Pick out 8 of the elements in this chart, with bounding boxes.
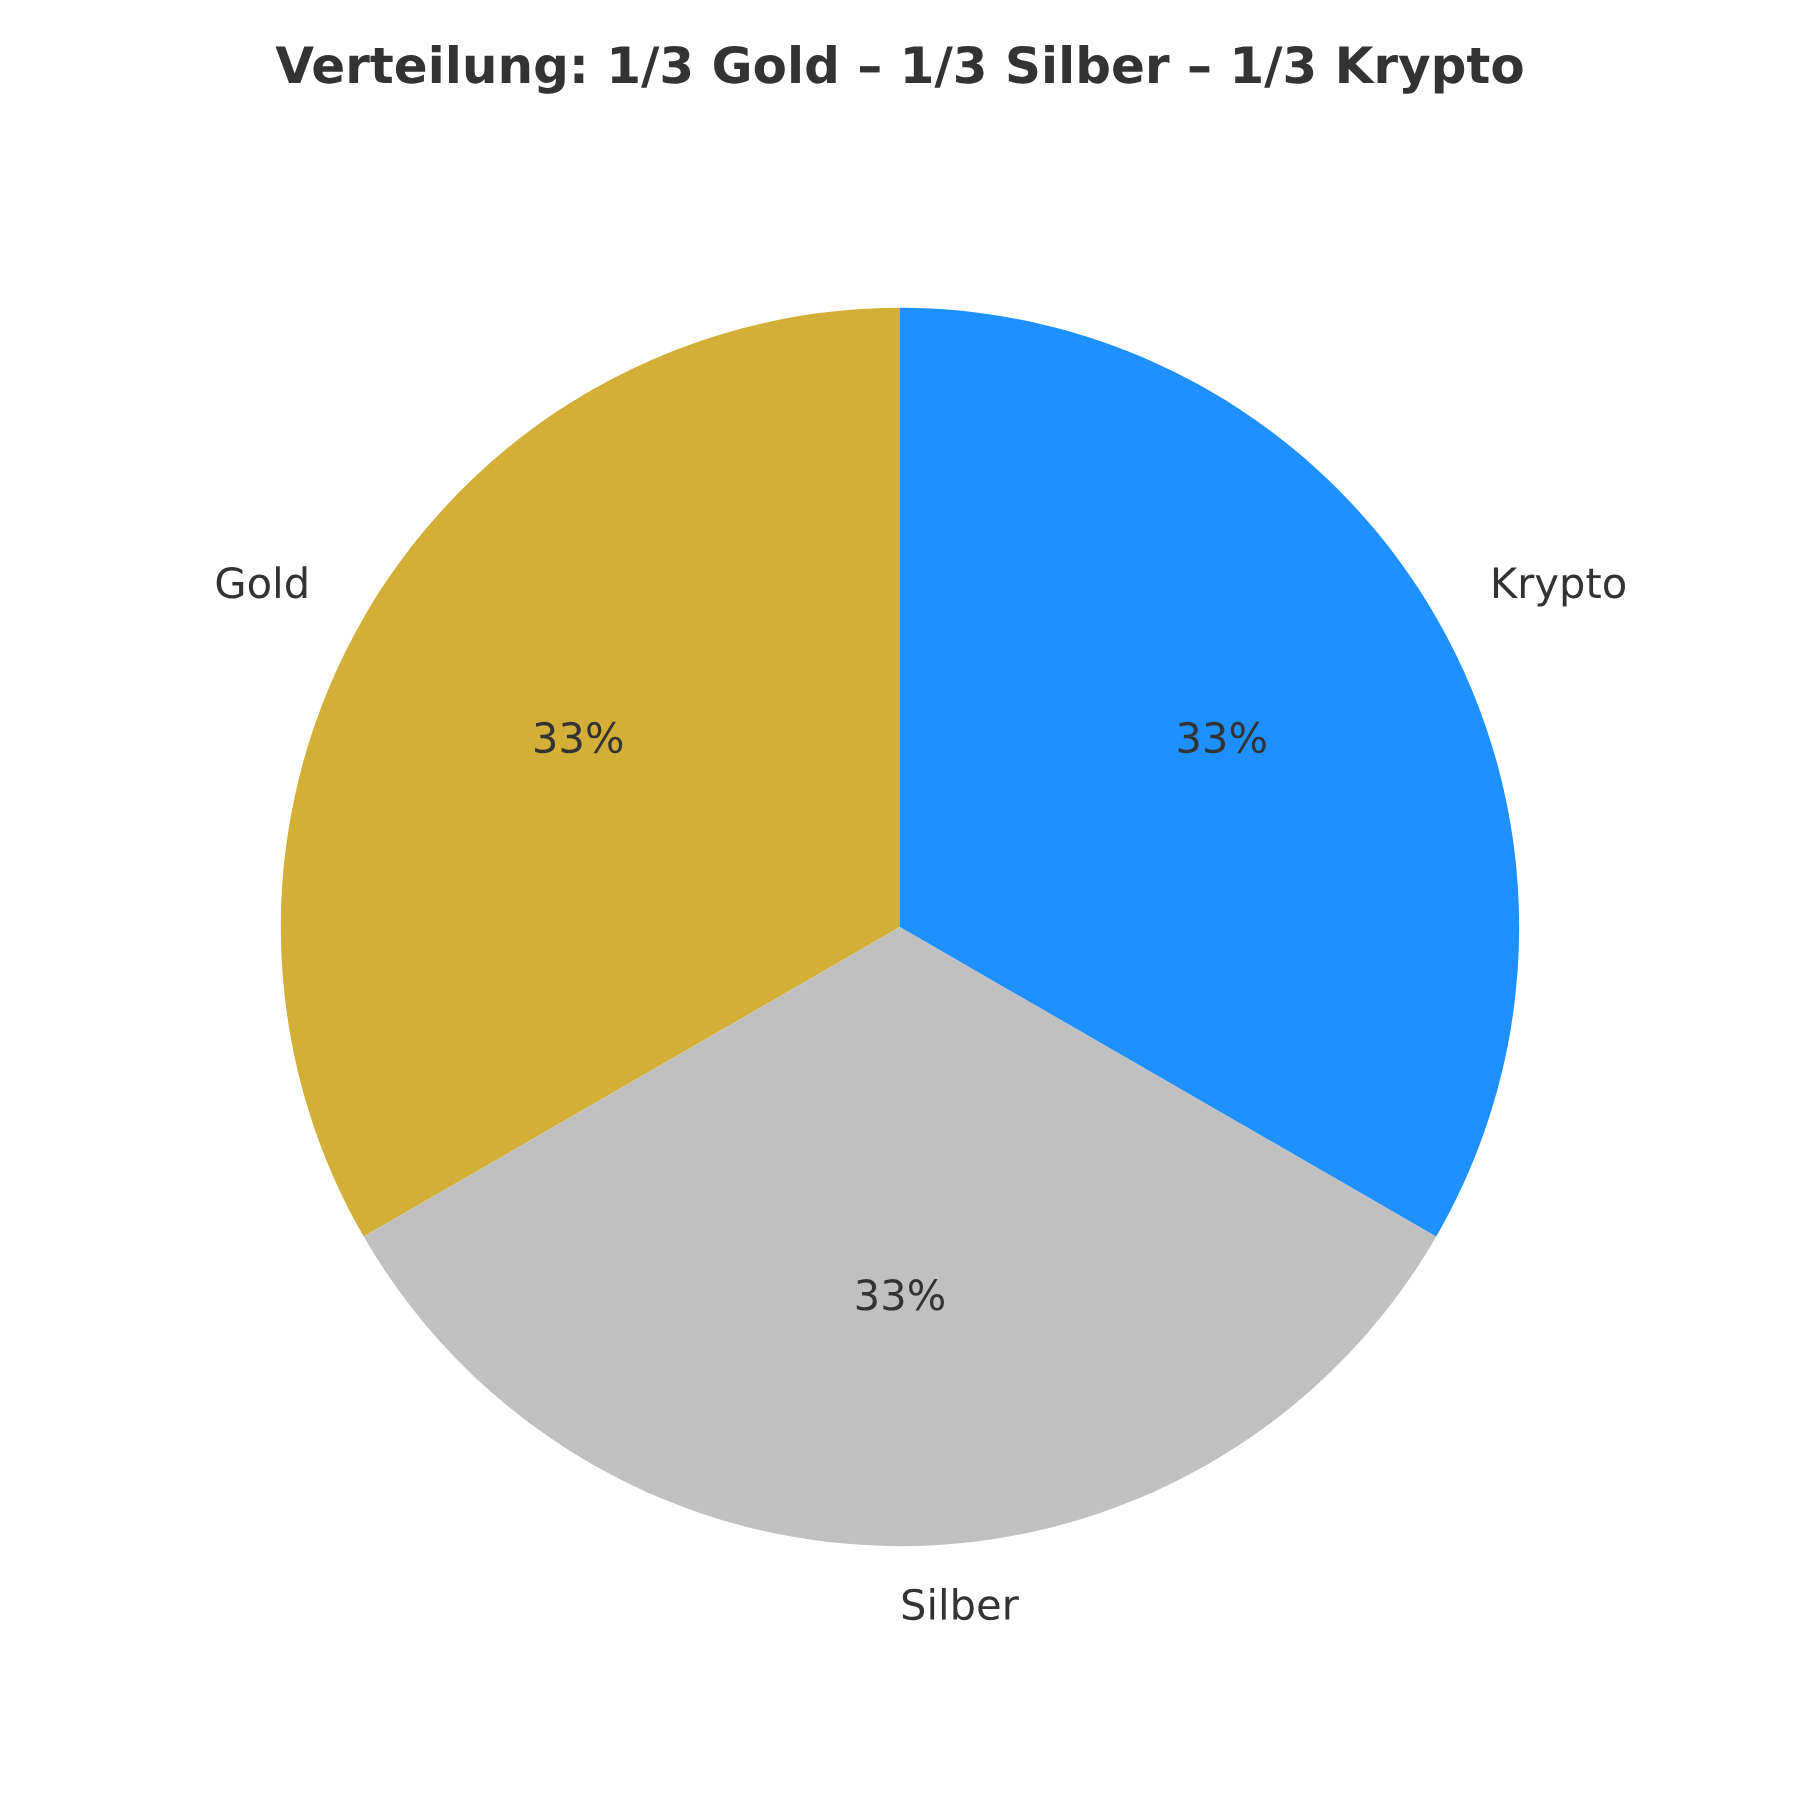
- slice-label: Krypto: [1493, 567, 1625, 607]
- chart-title: Verteilung: 1/3 Gold – 1/3 Silber – 1/3 Krypto: [275, 45, 1523, 94]
- data-label: 33%: [1178, 721, 1266, 754]
- data-label: 33%: [535, 721, 623, 754]
- pie-slice: [363, 927, 1437, 1547]
- slice-label: Gold: [216, 566, 307, 599]
- data-label: 33%: [856, 1279, 945, 1311]
- slice-label: Silber: [902, 1587, 1019, 1621]
